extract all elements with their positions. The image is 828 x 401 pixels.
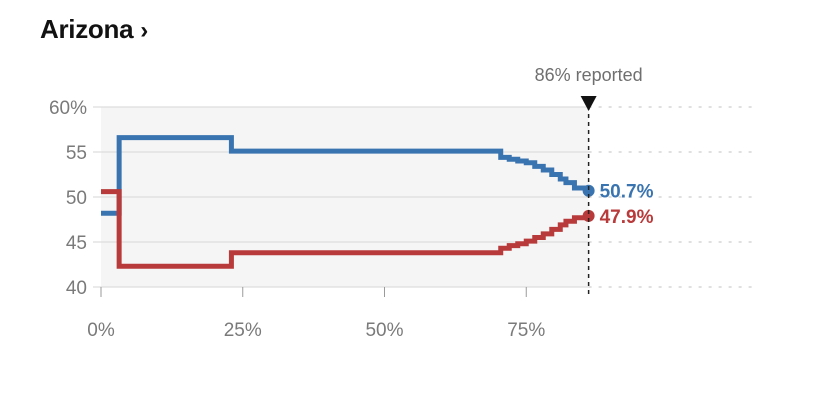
dem-series-line <box>101 135 592 216</box>
chevron-right-icon: › <box>140 17 148 44</box>
dem-endpoint <box>582 184 595 197</box>
rep-end-label: 47.9% <box>600 207 654 228</box>
rep-series-line <box>101 189 592 269</box>
rep-endpoint <box>582 209 595 222</box>
y-tick-label: 45 <box>66 233 87 254</box>
x-tick-label: 25% <box>224 320 262 341</box>
y-tick-label: 50 <box>66 188 87 209</box>
y-tick-label: 55 <box>66 143 87 164</box>
triangle-down-icon <box>580 96 597 111</box>
x-tick-label: 0% <box>87 320 115 341</box>
state-title: Arizona <box>40 14 134 44</box>
x-tick-label: 75% <box>507 320 545 341</box>
y-tick-label: 40 <box>66 278 87 299</box>
y-tick-label: 60% <box>49 98 87 119</box>
dem-end-label: 50.7% <box>600 182 654 203</box>
reported-label: 86% reported <box>535 65 643 85</box>
x-tick-label: 50% <box>365 320 403 341</box>
state-title-link[interactable]: Arizona › <box>40 14 148 45</box>
